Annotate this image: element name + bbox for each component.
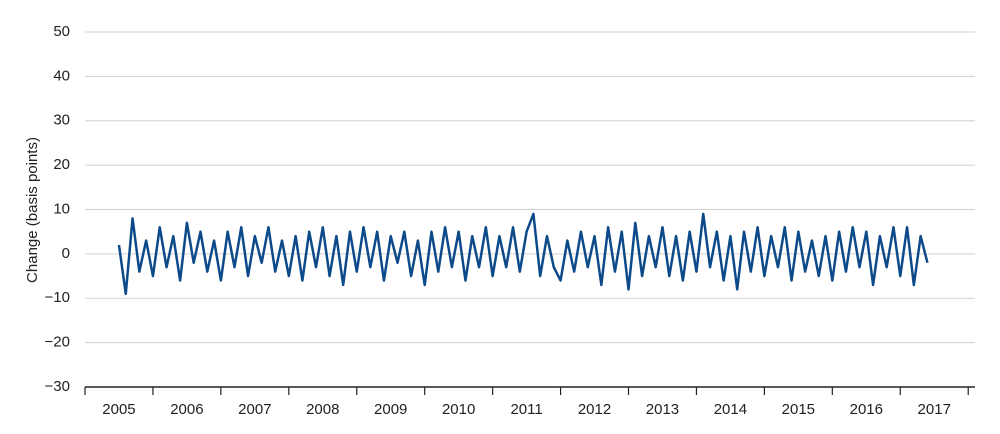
x-tick-label: 2007 — [238, 401, 271, 418]
y-axis-label: Change (basis points) — [24, 137, 41, 283]
x-tick-label: 2006 — [170, 401, 203, 418]
y-tick-label: 40 — [53, 67, 70, 84]
y-tick-label: −30 — [45, 378, 70, 395]
x-tick-label: 2011 — [510, 401, 542, 418]
y-tick-label: 20 — [53, 156, 70, 173]
data-line — [117, 212, 929, 296]
x-tick-label: 2014 — [714, 401, 747, 418]
x-tick-label: 2013 — [646, 401, 679, 418]
x-tick-label: 2010 — [442, 401, 475, 418]
y-tick-label: 10 — [53, 200, 70, 217]
y-tick-label: 0 — [62, 245, 70, 262]
y-tick-label: −20 — [45, 334, 70, 351]
y-tick-label: −10 — [45, 289, 70, 306]
x-tick-label: 2008 — [306, 401, 339, 418]
x-tick-label: 2016 — [850, 401, 883, 418]
y-tick-label: 50 — [53, 23, 70, 40]
x-tick-label: 2015 — [782, 401, 815, 418]
x-tick-label: 2012 — [578, 401, 611, 418]
x-tick-label: 2005 — [102, 401, 135, 418]
x-tick-label: 2017 — [918, 401, 951, 418]
y-tick-label: 30 — [53, 112, 70, 129]
x-tick-label: 2009 — [374, 401, 407, 418]
